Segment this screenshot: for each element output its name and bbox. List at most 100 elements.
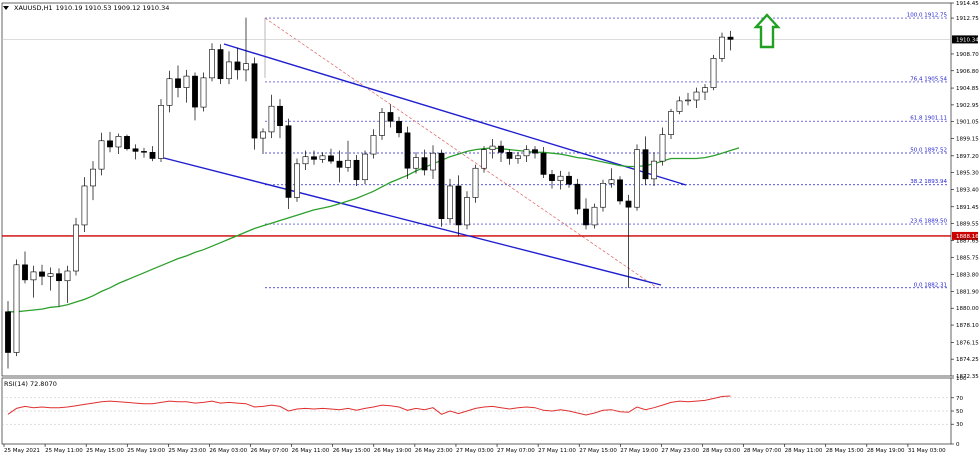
candle (600, 179, 606, 212)
candle (404, 126, 411, 179)
price-tag-bg (952, 231, 978, 240)
candle-body (702, 87, 708, 93)
candle (659, 127, 666, 166)
candle-body (574, 183, 581, 210)
rsi-axis-label: 100 (956, 376, 967, 382)
price-axis[interactable]: 1914.45 1912.75 1910.34 1908.70 1906.80 1904.… (951, 1, 979, 380)
candle-body (81, 185, 88, 226)
candle (30, 265, 37, 298)
candle (515, 152, 521, 164)
candle-body (523, 149, 530, 157)
candle-body (591, 206, 598, 226)
candle (311, 150, 317, 165)
descending-channel[interactable] (159, 43, 687, 286)
candle-body (260, 131, 266, 139)
time-label: 27 May 19:00 (620, 448, 658, 454)
candle-body (498, 145, 504, 153)
candle-body (676, 100, 683, 112)
price-label: 1902.95 (956, 103, 979, 109)
candle (13, 259, 20, 357)
candle (217, 44, 224, 85)
candle (353, 154, 360, 186)
candle (557, 170, 564, 190)
candle-body (132, 148, 139, 152)
candle-body (192, 75, 198, 108)
time-label: 27 May 11:00 (538, 448, 576, 454)
candle (481, 146, 487, 173)
candle (702, 84, 708, 101)
candle (574, 178, 581, 215)
candle (693, 87, 700, 108)
candle-body (464, 197, 470, 226)
candle (183, 69, 190, 103)
candle-body (634, 149, 640, 208)
candle (430, 145, 436, 179)
price-label: 1893.40 (956, 188, 979, 194)
candle-body (13, 264, 20, 353)
candle-body (22, 264, 28, 281)
ohlc-values: 1910.19 1910.53 1909.12 1910.34 (55, 4, 170, 12)
candle (532, 146, 538, 159)
candle (302, 150, 309, 171)
price-label: 1897.20 (956, 154, 979, 160)
price-label: 1899.15 (956, 137, 979, 143)
up-arrow-icon (753, 13, 781, 49)
fibonacci-retracement[interactable]: 100.0 1912.75 76.4 1905.54 61.8 1901.11 50.… (264, 13, 949, 289)
candle (387, 104, 394, 128)
moving-average-line (8, 147, 740, 313)
candle (413, 152, 419, 174)
price-label: 1891.45 (956, 205, 979, 211)
price-label: 1904.85 (956, 86, 979, 92)
candle-body (396, 120, 402, 134)
time-label: 26 May 23:00 (415, 448, 453, 454)
candle (47, 267, 54, 291)
candle (396, 116, 402, 138)
ma-path (8, 147, 740, 313)
price-label: 1906.80 (956, 69, 979, 75)
up-arrow-shape (753, 13, 781, 49)
candle (651, 152, 657, 186)
candle-body (404, 132, 411, 169)
candle-body (540, 152, 547, 175)
candle-body (90, 168, 96, 187)
candle (90, 161, 96, 201)
candle-body (5, 311, 11, 353)
candle (64, 265, 71, 303)
candle-body (124, 136, 130, 150)
price-label: 1880.00 (956, 306, 979, 312)
candle (617, 176, 623, 205)
rsi-panel[interactable] (1, 377, 952, 445)
fib-level-label: 38.2 1893.94 (910, 179, 947, 185)
rsi-path (7, 395, 731, 416)
candle (668, 108, 674, 139)
fib-level-label: 100.0 1912.75 (907, 13, 948, 19)
candle (472, 164, 479, 203)
candle-body (481, 149, 487, 169)
time-label: 25 May 19:00 (127, 448, 165, 454)
candle (107, 131, 113, 153)
candle-body (294, 163, 300, 198)
candle-body (387, 112, 394, 122)
candle-body (608, 179, 615, 184)
candle (710, 54, 717, 91)
candle-body (149, 151, 156, 159)
candle-body (447, 185, 453, 220)
time-axis[interactable]: 25 May 2021 25 May 11:00 25 May 15:00 25 Ma… (3, 444, 946, 454)
support-level-line[interactable] (2, 39, 951, 237)
candle (132, 144, 139, 160)
price-label: 1888.16 (956, 234, 979, 240)
candle-body (693, 91, 700, 101)
candle (370, 129, 377, 159)
candle-body (39, 271, 45, 277)
rsi-border (1, 377, 952, 445)
fib-level-label: 50.0 1897.52 (910, 147, 947, 153)
candle-body (438, 152, 445, 220)
candle (591, 203, 598, 229)
chart-menu-icon[interactable] (3, 6, 9, 10)
candle (328, 148, 334, 164)
candle (251, 57, 258, 150)
candle-body (455, 185, 462, 226)
candle-body (336, 160, 343, 168)
time-label: 28 May 03:00 (702, 448, 740, 454)
